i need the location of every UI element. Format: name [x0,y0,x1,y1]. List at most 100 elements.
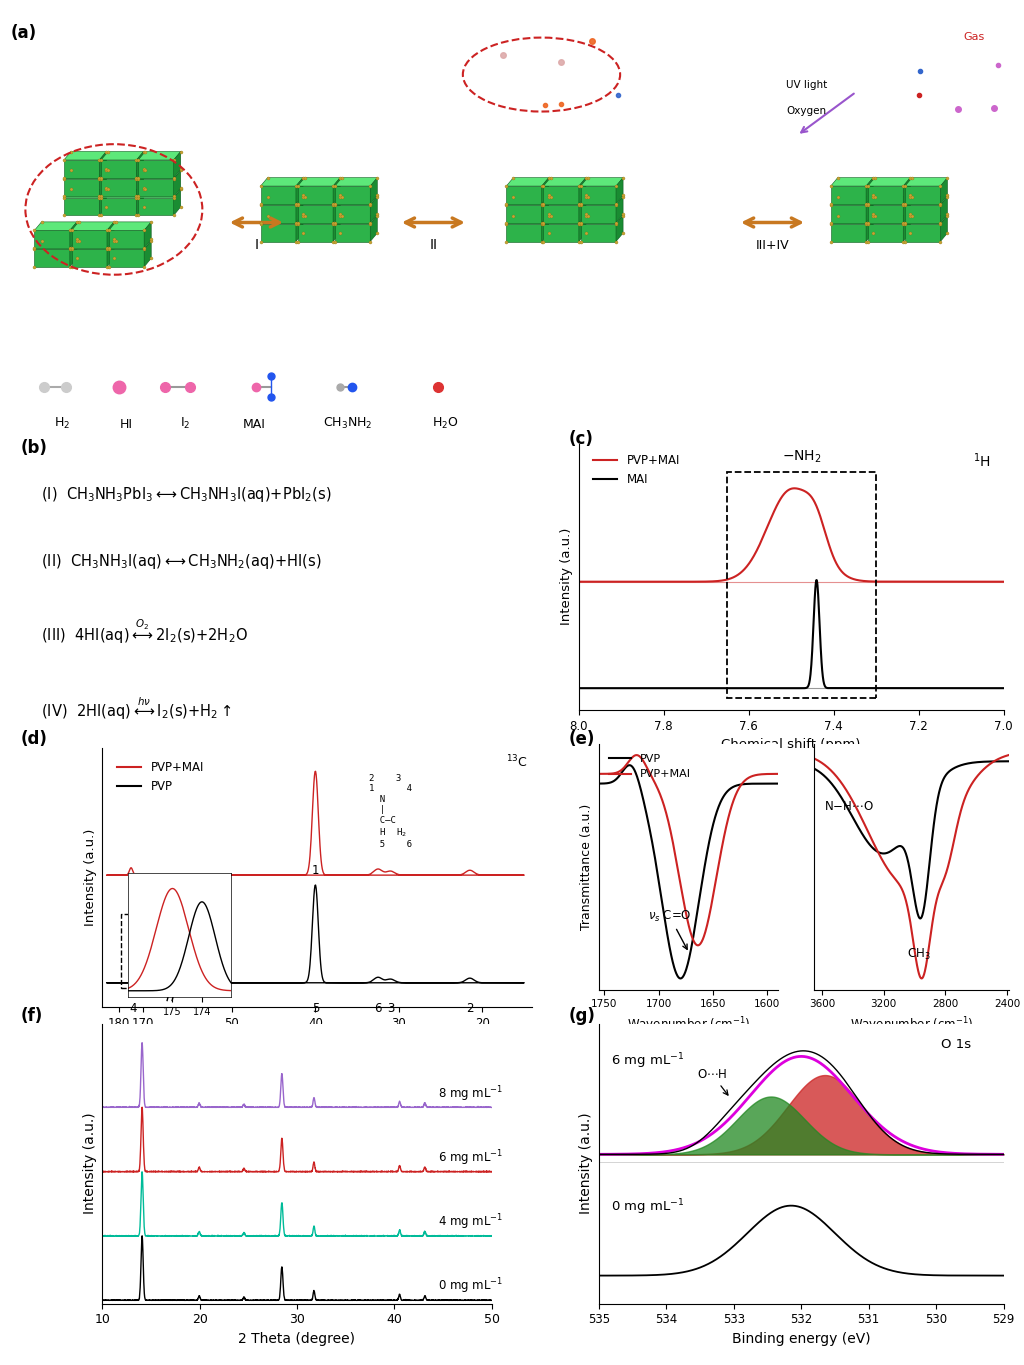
Polygon shape [63,160,99,177]
Text: 6 mg mL$^{-1}$: 6 mg mL$^{-1}$ [611,1051,684,1072]
Polygon shape [616,177,623,203]
Polygon shape [579,216,586,242]
Polygon shape [506,186,542,203]
Text: 2: 2 [466,1002,473,1016]
Polygon shape [101,152,143,160]
Polygon shape [905,224,940,242]
Polygon shape [174,190,180,216]
Polygon shape [35,222,77,231]
Text: 5: 5 [311,1002,319,1016]
Polygon shape [581,205,616,222]
Text: $^{13}$C: $^{13}$C [507,753,528,770]
Text: 3: 3 [387,1002,394,1016]
Text: $^1$H: $^1$H [973,452,991,470]
Polygon shape [830,205,866,222]
Polygon shape [35,240,77,250]
Text: (I)  CH$_3$NH$_3$PbI$_3\longleftrightarrow$CH$_3$NH$_3$I(aq)+PbI$_2$(s): (I) CH$_3$NH$_3$PbI$_3\longleftrightarro… [41,485,331,504]
Polygon shape [830,224,866,242]
Polygon shape [940,216,947,242]
Polygon shape [868,197,910,205]
Text: $\nu_s$ C=O: $\nu_s$ C=O [648,909,691,949]
Polygon shape [101,160,136,177]
Polygon shape [138,152,180,160]
Polygon shape [905,197,947,205]
Polygon shape [138,190,180,198]
Text: MAI: MAI [243,418,265,431]
Polygon shape [335,197,377,205]
Text: 4: 4 [129,1002,137,1016]
Polygon shape [298,197,340,205]
Polygon shape [940,197,947,222]
Bar [121,915,147,988]
Polygon shape [830,197,873,205]
Polygon shape [63,171,106,179]
Polygon shape [542,216,549,242]
Text: (III)  4HI(aq)$\overset{O_2}{\longleftrightarrow}$2I$_2$(s)+2H$_2$O: (III) 4HI(aq)$\overset{O_2}{\longleftrig… [41,618,248,647]
Polygon shape [296,216,303,242]
Polygon shape [335,216,377,224]
Text: (d): (d) [20,730,47,748]
Y-axis label: Intensity (a.u.): Intensity (a.u.) [84,829,97,927]
Text: O 1s: O 1s [941,1037,971,1051]
Polygon shape [371,177,377,203]
Legend: PVP, PVP+MAI: PVP, PVP+MAI [604,749,695,784]
Text: UV light: UV light [786,79,827,90]
Polygon shape [868,177,910,186]
Polygon shape [616,197,623,222]
Polygon shape [63,198,99,216]
Polygon shape [866,216,873,242]
Polygon shape [70,240,77,266]
Polygon shape [72,222,114,231]
Polygon shape [144,222,152,248]
Polygon shape [506,216,549,224]
X-axis label: Wavenumber (cm$^{-1}$): Wavenumber (cm$^{-1}$) [627,1016,751,1032]
Polygon shape [333,177,340,203]
Polygon shape [905,205,940,222]
Polygon shape [868,216,910,224]
Bar [727,472,877,698]
Text: I$_2$: I$_2$ [180,416,190,431]
Polygon shape [830,216,873,224]
Text: 6: 6 [374,1002,382,1016]
Polygon shape [905,216,947,224]
Y-axis label: Transmittance (a.u.): Transmittance (a.u.) [581,804,594,930]
Text: (c): (c) [568,430,593,448]
Polygon shape [109,231,144,248]
Text: (e): (e) [568,730,595,748]
Polygon shape [581,186,616,203]
Polygon shape [35,231,70,248]
Text: (f): (f) [20,1007,43,1025]
Polygon shape [101,190,143,198]
Polygon shape [579,177,586,203]
Polygon shape [260,186,296,203]
Polygon shape [542,177,549,203]
Text: (IV)  2HI(aq)$\overset{h\nu}{\longleftrightarrow}$I$_2$(s)+H$_2\uparrow$: (IV) 2HI(aq)$\overset{h\nu}{\longleftrig… [41,696,231,722]
Text: 4 mg mL$^{-1}$: 4 mg mL$^{-1}$ [438,1212,504,1233]
Polygon shape [616,216,623,242]
Polygon shape [138,160,174,177]
Text: 0 mg mL$^{-1}$: 0 mg mL$^{-1}$ [611,1197,684,1216]
Polygon shape [109,250,144,266]
Polygon shape [138,171,180,179]
Polygon shape [542,197,549,222]
Polygon shape [830,186,866,203]
Text: (II)  CH$_3$NH$_3$I(aq)$\longleftrightarrow$CH$_3$NH$_2$(aq)+HI(s): (II) CH$_3$NH$_3$I(aq)$\longleftrightarr… [41,553,322,572]
Text: 6 mg mL$^{-1}$: 6 mg mL$^{-1}$ [438,1148,504,1168]
Polygon shape [940,177,947,203]
Text: 8 mg mL$^{-1}$: 8 mg mL$^{-1}$ [438,1084,504,1103]
X-axis label: Binding energy (eV): Binding energy (eV) [732,1332,870,1346]
Text: Gas: Gas [964,31,985,42]
Text: 2    3
1      4
  N
  |
  C—C
  H  H$_2$
  5    6: 2 3 1 4 N | C—C H H$_2$ 5 6 [369,774,412,849]
Text: Oxygen: Oxygen [786,105,827,116]
Legend: PVP+MAI, MAI: PVP+MAI, MAI [589,449,685,491]
Polygon shape [866,197,873,222]
Polygon shape [99,171,106,197]
Polygon shape [101,198,136,216]
Polygon shape [333,216,340,242]
Legend: PVP+MAI, PVP: PVP+MAI, PVP [113,756,209,799]
Polygon shape [506,177,549,186]
Text: (g): (g) [568,1007,595,1025]
Polygon shape [581,197,623,205]
Polygon shape [63,179,99,197]
Polygon shape [138,198,174,216]
